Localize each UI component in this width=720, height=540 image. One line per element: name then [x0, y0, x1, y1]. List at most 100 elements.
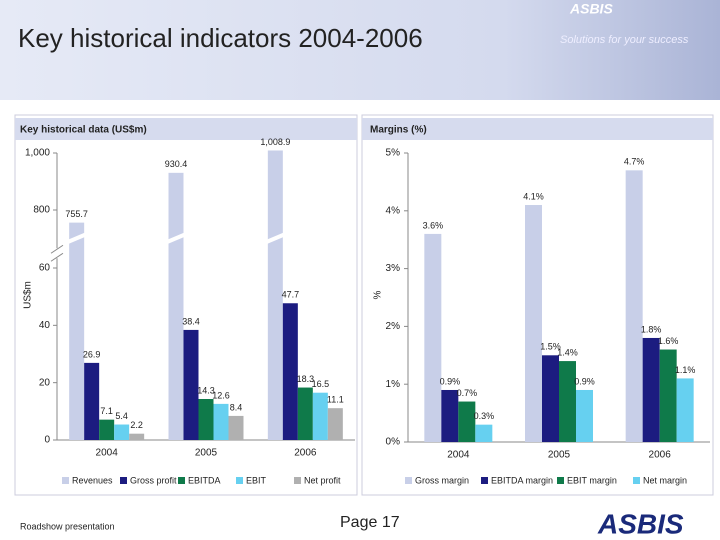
header-logo: ASBIS [569, 1, 613, 17]
y-tick-label: 0% [386, 437, 401, 448]
axis-break-mark [50, 252, 64, 262]
bar [576, 389, 593, 442]
legend-label: EBIT margin [567, 475, 617, 485]
data-label: 1,008.9 [260, 137, 290, 147]
data-label: 4.1% [523, 191, 544, 201]
y-tick-label: 5% [386, 148, 401, 159]
y-axis-label: US$m [23, 281, 34, 309]
axis-break-gap [52, 248, 62, 259]
header-band [0, 0, 720, 100]
bar [424, 233, 442, 442]
bar [441, 389, 459, 442]
data-label: 0.9% [574, 376, 595, 386]
data-label: 1.6% [658, 336, 679, 346]
header-tagline: Solutions for your success [560, 34, 689, 46]
bar [69, 222, 85, 440]
data-label: 1.4% [557, 347, 578, 357]
x-tick-label: 2005 [548, 450, 571, 461]
bar [676, 378, 694, 442]
bar [642, 337, 660, 442]
bar [297, 387, 313, 440]
data-label: 755.7 [65, 209, 88, 219]
y-tick-label: 1,000 [25, 148, 50, 159]
legend-swatch [557, 477, 564, 484]
legend-swatch [178, 477, 185, 484]
data-label: 26.9 [83, 349, 101, 359]
legend-swatch [62, 477, 69, 484]
y-tick-label: 60 [39, 263, 51, 274]
data-label: 7.1 [100, 406, 113, 416]
data-label: 12.6 [212, 390, 230, 400]
bar [183, 329, 199, 440]
data-label: 0.9% [440, 376, 461, 386]
legend-swatch [633, 477, 640, 484]
break-mark [66, 232, 87, 245]
y-tick-label: 3% [386, 263, 401, 274]
y-tick-label: 1% [386, 379, 401, 390]
axis-break-mark [50, 244, 64, 254]
bar [312, 392, 328, 440]
x-tick-label: 2006 [294, 448, 317, 459]
x-tick-label: 2005 [195, 448, 218, 459]
right-panel-header [362, 118, 713, 140]
y-tick-label: 4% [386, 205, 401, 216]
data-label: 38.4 [182, 316, 200, 326]
footer-logo: ASBIS [597, 508, 684, 539]
left-panel [14, 114, 358, 496]
bar [282, 303, 298, 440]
bar [559, 361, 576, 442]
data-label: 16.5 [312, 379, 330, 389]
y-tick-label: 2% [386, 321, 401, 332]
bar [475, 424, 493, 442]
legend-label: EBITDA [188, 475, 221, 485]
bar [129, 433, 145, 440]
data-label: 1.8% [641, 324, 662, 334]
y-tick-label: 40 [39, 320, 51, 331]
break-mark [265, 232, 286, 245]
footer-text: Roadshow presentation [20, 521, 115, 531]
page-number: Page 17 [340, 514, 400, 531]
data-label: 18.3 [297, 374, 315, 384]
bar [267, 150, 283, 440]
legend-label: EBIT [246, 475, 267, 485]
left-panel-header [15, 118, 357, 140]
bar [84, 362, 100, 440]
data-label: 5.4 [115, 411, 128, 421]
bar [99, 419, 115, 440]
y-axis-label: % [373, 290, 384, 299]
data-label: 0.3% [474, 411, 495, 421]
bar [542, 355, 559, 442]
chart-title: Margins (%) [370, 125, 427, 136]
bar [458, 401, 476, 442]
legend-label: Gross margin [415, 475, 469, 485]
legend-label: EBITDA margin [491, 475, 553, 485]
bar [213, 403, 229, 440]
legend-label: Net profit [304, 475, 341, 485]
break-mark [165, 232, 187, 245]
slide-title: Key historical indicators 2004-2006 [18, 23, 423, 53]
bar [625, 170, 643, 442]
x-tick-label: 2004 [447, 450, 470, 461]
data-label: 930.4 [165, 159, 188, 169]
y-tick-label: 0 [44, 435, 50, 446]
data-label: 8.4 [230, 402, 243, 412]
data-label: 2.2 [130, 420, 143, 430]
bar [525, 205, 542, 442]
legend-swatch [481, 477, 488, 484]
bar [228, 415, 244, 440]
data-label: 3.6% [423, 220, 444, 230]
legend-label: Net margin [643, 475, 687, 485]
legend-swatch [236, 477, 243, 484]
data-label: 4.7% [624, 157, 645, 167]
data-label: 14.3 [197, 385, 215, 395]
data-label: 1.1% [675, 365, 696, 375]
bar [114, 424, 130, 440]
y-tick-label: 800 [33, 205, 50, 216]
x-tick-label: 2006 [649, 450, 672, 461]
right-panel [361, 114, 714, 496]
bar [659, 349, 677, 442]
bar [327, 408, 343, 440]
data-label: 1.5% [540, 342, 561, 352]
legend-swatch [405, 477, 412, 484]
